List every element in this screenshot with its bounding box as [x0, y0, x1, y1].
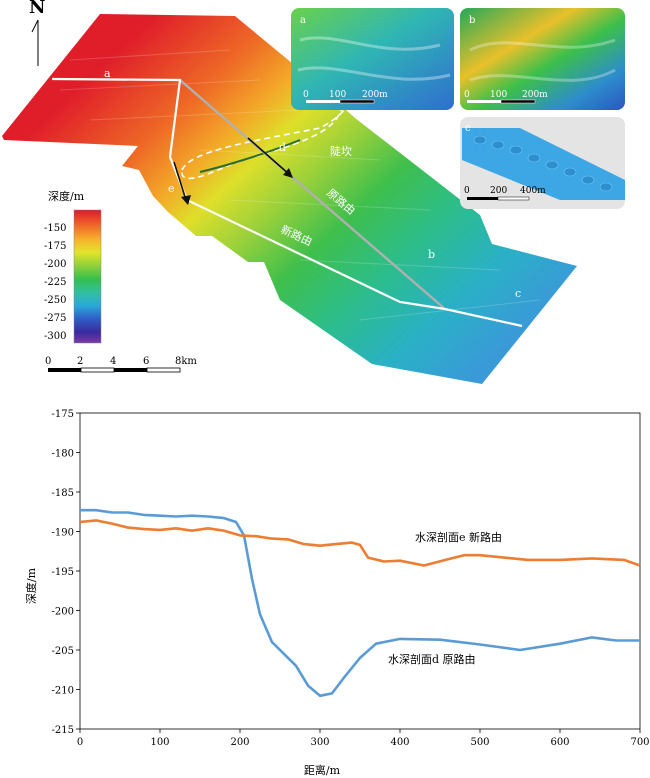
y-axis-label: 深度/m	[24, 567, 38, 604]
inset-c: c 0 200 400m	[460, 117, 625, 209]
y-tick-label: -185	[52, 488, 74, 499]
depth-tick: -250	[44, 295, 66, 306]
inset-c-scale-label: 0	[464, 186, 470, 196]
inset-b-scale-label: 200m	[522, 90, 548, 100]
point-label-e: e	[168, 182, 175, 195]
x-axis-label: 距离/m	[304, 763, 341, 777]
cliff-scarp	[199, 139, 301, 173]
profile-e-line	[79, 519, 641, 567]
bathymetry-map: a d e b c 陡坎 原路由 新路由 N 深度/m -150 -175 -2…	[2, 0, 625, 384]
y-tick-label: -215	[52, 725, 74, 736]
y-tick-label: -190	[52, 528, 74, 539]
north-arrow-icon	[31, 19, 39, 66]
series-label-e: 水深剖面e 新路由	[415, 530, 502, 544]
profile-e-arrow	[173, 161, 191, 205]
inset-a-scale-label: 0	[303, 90, 309, 100]
depth-legend-title: 深度/m	[48, 189, 85, 203]
y-tick-label: -195	[52, 567, 74, 578]
terrain-surface	[2, 14, 577, 384]
inset-b-scale-label: 0	[464, 90, 470, 100]
scale-label: 2	[77, 356, 83, 367]
point-label-a: a	[104, 67, 111, 80]
inset-a-label: a	[300, 15, 306, 26]
depth-tick: -200	[44, 259, 66, 270]
depth-profile-chart: -175 -180 -185 -190 -195 -200 -205 -210 -215 0 10…	[24, 409, 650, 777]
depth-colorbar	[73, 209, 102, 344]
depth-tick: -225	[44, 277, 66, 288]
x-tick-label: 0	[77, 737, 83, 748]
profile-d-line	[80, 508, 640, 698]
x-tick-label: 400	[390, 737, 409, 748]
x-tick-label: 200	[230, 737, 249, 748]
scale-label: 6	[143, 356, 149, 367]
scale-label: 4	[110, 356, 116, 367]
cliff-label: 陡坎	[330, 145, 352, 158]
inset-a-scale-label: 100	[329, 90, 346, 100]
point-label-d: d	[279, 141, 286, 154]
x-tick-label: 300	[310, 737, 329, 748]
depth-tick: -175	[44, 241, 66, 252]
x-tick-label: 700	[630, 737, 649, 748]
inset-c-scale-label: 400m	[520, 186, 546, 196]
inset-b-scale-label: 100	[490, 90, 507, 100]
plot-area	[79, 412, 641, 730]
series-lines	[79, 508, 641, 698]
scale-label: 0	[45, 356, 51, 367]
x-tick-label: 600	[550, 737, 569, 748]
depth-tick: -275	[44, 313, 66, 324]
inset-a: a 0 100 200m	[291, 8, 454, 110]
x-axis-ticks: 0 100 200 300 400 500 600 700	[77, 729, 650, 748]
inset-b-label: b	[469, 15, 475, 26]
depth-tick: -150	[44, 223, 66, 234]
inset-a-scale-label: 200m	[362, 90, 388, 100]
inset-c-scale-label: 200	[490, 186, 507, 196]
point-label-b: b	[428, 248, 435, 261]
depth-legend-ticks: -150 -175 -200 -225 -250 -275 -300	[44, 223, 66, 342]
inset-c-label: c	[465, 123, 471, 134]
point-label-c: c	[515, 287, 521, 300]
x-tick-label: 100	[150, 737, 169, 748]
y-tick-label: -210	[52, 686, 74, 697]
old-route-line	[179, 79, 446, 310]
terrain-texture	[59, 49, 541, 321]
plot-border	[79, 412, 641, 730]
y-tick-label: -175	[52, 409, 74, 420]
map-scale-bar: 0 2 4 6 8km	[45, 356, 197, 373]
north-label: N	[29, 0, 45, 18]
scale-label: 8km	[175, 356, 197, 367]
series-label-d: 水深剖面d 原路由	[388, 652, 476, 666]
depth-tick: -300	[44, 331, 66, 342]
inset-b: b 0 100 200m	[460, 8, 625, 110]
profile-d-arrow	[247, 137, 293, 178]
y-tick-label: -200	[52, 607, 74, 618]
x-tick-label: 500	[470, 737, 489, 748]
y-tick-label: -180	[52, 449, 74, 460]
y-tick-label: -205	[52, 646, 74, 657]
y-axis-ticks: -175 -180 -185 -190 -195 -200 -205 -210 -215	[52, 409, 80, 736]
